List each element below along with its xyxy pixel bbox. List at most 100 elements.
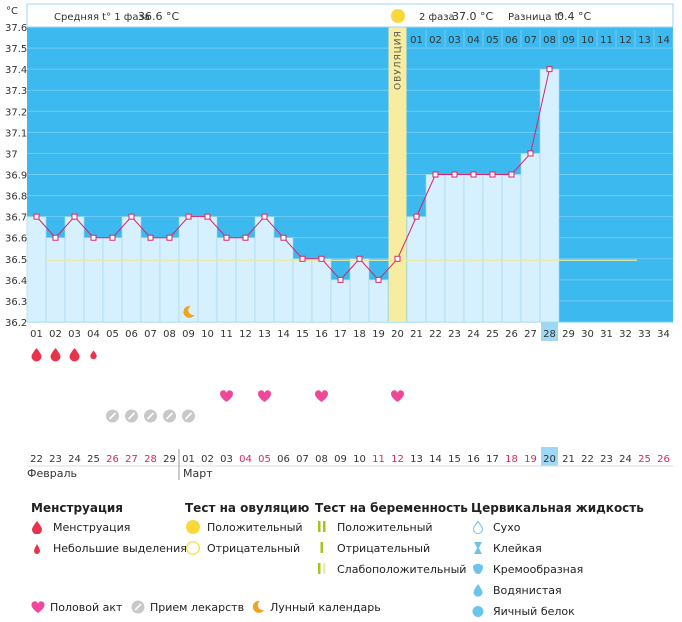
temperature-point — [394, 255, 401, 262]
date-label: 08 — [315, 454, 328, 465]
intercourse-heart-icon — [314, 390, 329, 402]
temperature-bar — [425, 174, 446, 323]
legend-item-spotting: Небольшие выделения — [31, 538, 187, 559]
y-tick-label: 36.7 — [5, 213, 27, 224]
blood-drop-icon — [32, 521, 42, 534]
temperature-bar — [349, 258, 370, 323]
moon-icon — [183, 305, 195, 318]
sun-outline-icon — [186, 541, 200, 555]
legend-label: Прием лекарств — [150, 601, 245, 614]
legend-label: Половой акт — [50, 601, 123, 614]
temperature-point — [489, 171, 496, 178]
spotting-drop-icon — [90, 350, 97, 360]
legend-label: Менструация — [53, 521, 131, 534]
cycle-day-labels: 01 02 03 04 05 06 07 08 09 10 11 12 13 14 15 16 17 18 19 20… — [30, 322, 670, 341]
temperature-bar — [463, 174, 484, 323]
temperature-point — [470, 171, 477, 178]
legend-item-creamy: Кремообразная — [471, 559, 644, 580]
sun-filled-icon — [186, 520, 200, 534]
date-label: 19 — [524, 454, 537, 465]
legend-label: Клейкая — [493, 542, 542, 555]
phase2-label: 2 фаза — [419, 12, 455, 23]
cycle-day-label: 10 — [201, 329, 214, 340]
temperature-point — [128, 213, 135, 220]
temperature-bar — [197, 216, 218, 323]
temperature-bars — [26, 68, 560, 323]
cycle-day-label: 28 — [543, 329, 556, 340]
temperature-line — [36, 69, 550, 281]
temperature-bar — [121, 216, 142, 323]
temperature-point — [71, 213, 78, 220]
cycle-day-label: 16 — [315, 329, 328, 340]
temperature-bar — [273, 237, 294, 323]
date-label: 01 — [182, 454, 195, 465]
two-stripes-icon — [318, 521, 326, 532]
date-label: 05 — [258, 454, 271, 465]
temperature-bar — [26, 216, 47, 323]
date-label: 29 — [163, 454, 176, 465]
legend-item-medication: Прием лекарств — [131, 600, 244, 616]
pill-stroke — [165, 412, 174, 420]
temperature-point — [527, 150, 534, 157]
date-label: 23 — [600, 454, 613, 465]
cycle-day-label: 17 — [334, 329, 347, 340]
ovulation-label: ОВУЛЯЦИЯ — [394, 30, 404, 90]
heart-icon — [31, 601, 45, 613]
temperature-point — [280, 234, 287, 241]
intercourse-heart-icon — [257, 390, 272, 402]
temperature-point — [223, 234, 230, 241]
legend-item-pregnancy-negative: Отрицательный — [315, 538, 468, 559]
temperature-point — [147, 234, 154, 241]
temperature-point — [185, 213, 192, 220]
date-label: 09 — [334, 454, 347, 465]
temperature-bar — [64, 216, 85, 323]
cycle-day-label: 01 — [30, 329, 43, 340]
temperature-bar — [368, 279, 389, 323]
date-label: 26 — [657, 454, 670, 465]
cycle-day-label: 33 — [638, 329, 651, 340]
legend-label: Положительный — [337, 521, 433, 534]
cycle-day-label: 24 — [467, 329, 480, 340]
cycle-day-label: 14 — [277, 329, 290, 340]
small-drop-icon — [34, 544, 40, 554]
temperature-bar — [45, 237, 66, 323]
cycle-day-label: 07 — [144, 329, 157, 340]
legend-ovulation-test: Тест на овуляцию Положительный Отрицател… — [185, 499, 309, 559]
temperature-point — [451, 171, 458, 178]
temperature-point — [546, 66, 553, 73]
bbt-chart: Средняя t° 1 фаза 36.6 °C 2 фаза 37.0 °C… — [5, 3, 674, 480]
date-label: 15 — [448, 454, 461, 465]
legend-title: Менструация — [31, 501, 123, 515]
pill-stroke — [184, 412, 193, 420]
legend-label: Яичный белок — [493, 605, 575, 618]
legend-item-intercourse: Половой акт — [31, 600, 122, 616]
cycle-day-label: 02 — [49, 329, 62, 340]
temperature-bar — [140, 237, 161, 323]
legend-title: Цервикальная жидкость — [471, 501, 644, 515]
date-label: 25 — [87, 454, 100, 465]
date-label: 06 — [277, 454, 290, 465]
diff-value: 0.4 °C — [557, 10, 591, 23]
date-label: 07 — [296, 454, 309, 465]
luteal-day-label: 11 — [600, 35, 613, 46]
luteal-day-label: 13 — [638, 35, 651, 46]
ovulation-sun-icon — [391, 9, 405, 23]
luteal-day-label: 07 — [524, 35, 537, 46]
legend-label: Сухо — [493, 521, 521, 534]
temperature-bar — [330, 279, 351, 323]
water-drop-icon — [473, 584, 483, 597]
pill-stroke — [108, 412, 117, 420]
cycle-day-label: 32 — [619, 329, 632, 340]
date-label: 27 — [125, 454, 138, 465]
legend-label: Небольшие выделения — [53, 542, 187, 555]
temperature-bar — [311, 258, 332, 323]
temperature-point — [337, 276, 344, 283]
temperature-bar — [520, 153, 541, 323]
legend-pregnancy-test: Тест на беременность Положительный Отриц… — [315, 499, 468, 580]
month-label: Март — [183, 467, 213, 480]
legend-item-dry: Сухо — [471, 517, 644, 538]
temperature-bar — [159, 237, 180, 323]
cycle-day-label: 09 — [182, 329, 195, 340]
luteal-day-label: 04 — [467, 35, 480, 46]
temperature-bar — [482, 174, 503, 323]
